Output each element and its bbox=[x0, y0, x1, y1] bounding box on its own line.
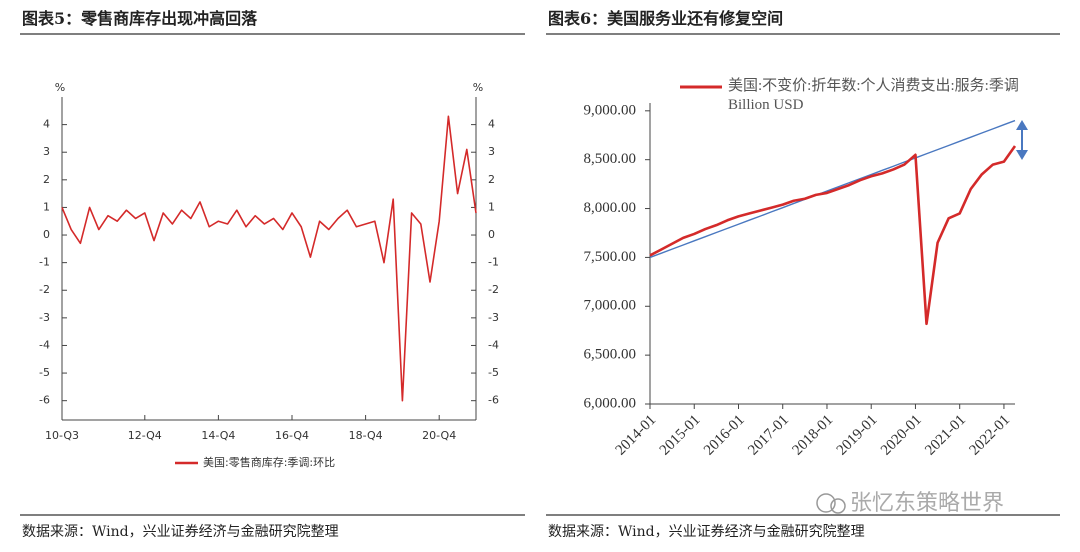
x-tick-label: 2021-01 bbox=[922, 412, 969, 459]
y-tick-label: -4 bbox=[39, 338, 50, 351]
x-tick-label: 2017-01 bbox=[745, 412, 792, 459]
y-tick-label: -3 bbox=[39, 311, 50, 324]
x-tick-label: 2014-01 bbox=[613, 412, 660, 459]
y-tick-label: 1 bbox=[43, 200, 50, 213]
y-tick-label: -2 bbox=[39, 283, 50, 296]
legend-label: 美国:不变价:折年数:个人消费支出:服务:季调 Billion USD bbox=[728, 78, 1019, 113]
y-tick-label: 4 bbox=[43, 118, 50, 131]
y2-tick-label: -4 bbox=[488, 338, 499, 351]
legend-label: 美国:零售商库存:季调:环比 bbox=[203, 455, 335, 469]
trend-line bbox=[649, 119, 1016, 259]
y2-tick-label: 2 bbox=[488, 173, 495, 186]
y-tick-label: 7,000.00 bbox=[584, 298, 637, 314]
data-line bbox=[61, 115, 477, 402]
y2-tick-label: -6 bbox=[488, 394, 499, 407]
chart-title: 图表6：美国服务业还有修复空间 bbox=[548, 9, 783, 28]
source-note: 数据来源：Wind，兴业证券经济与金融研究院整理 bbox=[22, 524, 339, 540]
x-tick-label: 2016-01 bbox=[701, 412, 748, 459]
y-tick-label: -6 bbox=[39, 394, 50, 407]
y2-tick-label: -5 bbox=[488, 366, 499, 379]
y2-tick-label: 0 bbox=[488, 228, 495, 241]
y-tick-label: 7,500.00 bbox=[584, 249, 637, 265]
x-tick-label: 14-Q4 bbox=[201, 429, 235, 442]
y-tick-label: 8,000.00 bbox=[584, 200, 637, 216]
y2-tick-label: -3 bbox=[488, 311, 499, 324]
x-tick-label: 2018-01 bbox=[790, 412, 837, 459]
y-tick-label: 9,000.00 bbox=[584, 102, 637, 118]
x-tick-label: 2020-01 bbox=[878, 412, 925, 459]
x-tick-label: 2019-01 bbox=[834, 412, 881, 459]
y2-tick-label: 1 bbox=[488, 200, 495, 213]
chart-title: 图表5：零售商库存出现冲高回落 bbox=[22, 9, 258, 28]
y2-tick-label: -1 bbox=[488, 256, 499, 269]
y-tick-label: 6,000.00 bbox=[584, 395, 637, 411]
gap-arrow bbox=[1016, 120, 1028, 160]
x-tick-label: 20-Q4 bbox=[422, 429, 456, 442]
y-tick-label: 3 bbox=[43, 145, 50, 158]
y2-tick-label: 4 bbox=[488, 118, 495, 131]
y-tick-label: 2 bbox=[43, 173, 50, 186]
x-tick-label: 12-Q4 bbox=[128, 429, 162, 442]
watermark: 张忆东策略世界 bbox=[816, 491, 1004, 516]
y-axis-label: % bbox=[55, 81, 65, 94]
x-tick-label: 18-Q4 bbox=[349, 429, 383, 442]
y-tick-label: -5 bbox=[39, 366, 50, 379]
y-tick-label: 6,500.00 bbox=[584, 347, 637, 363]
y-tick-label: 0 bbox=[43, 228, 50, 241]
watermark-text: 张忆东策略世界 bbox=[850, 491, 1004, 516]
data-line bbox=[649, 145, 1017, 326]
legend: 美国:不变价:折年数:个人消费支出:服务:季调 Billion USD bbox=[728, 78, 1019, 113]
y2-tick-label: 3 bbox=[488, 145, 495, 158]
y-tick-label: -1 bbox=[39, 256, 50, 269]
x-tick-label: 2022-01 bbox=[967, 412, 1014, 459]
y-tick-label: 8,500.00 bbox=[584, 151, 637, 167]
x-tick-label: 16-Q4 bbox=[275, 429, 309, 442]
source-note: 数据来源：Wind，兴业证券经济与金融研究院整理 bbox=[548, 524, 865, 540]
x-tick-label: 2015-01 bbox=[657, 412, 704, 459]
y2-axis-label: % bbox=[473, 81, 483, 94]
x-tick-label: 10-Q3 bbox=[45, 429, 79, 442]
y2-tick-label: -2 bbox=[488, 283, 499, 296]
